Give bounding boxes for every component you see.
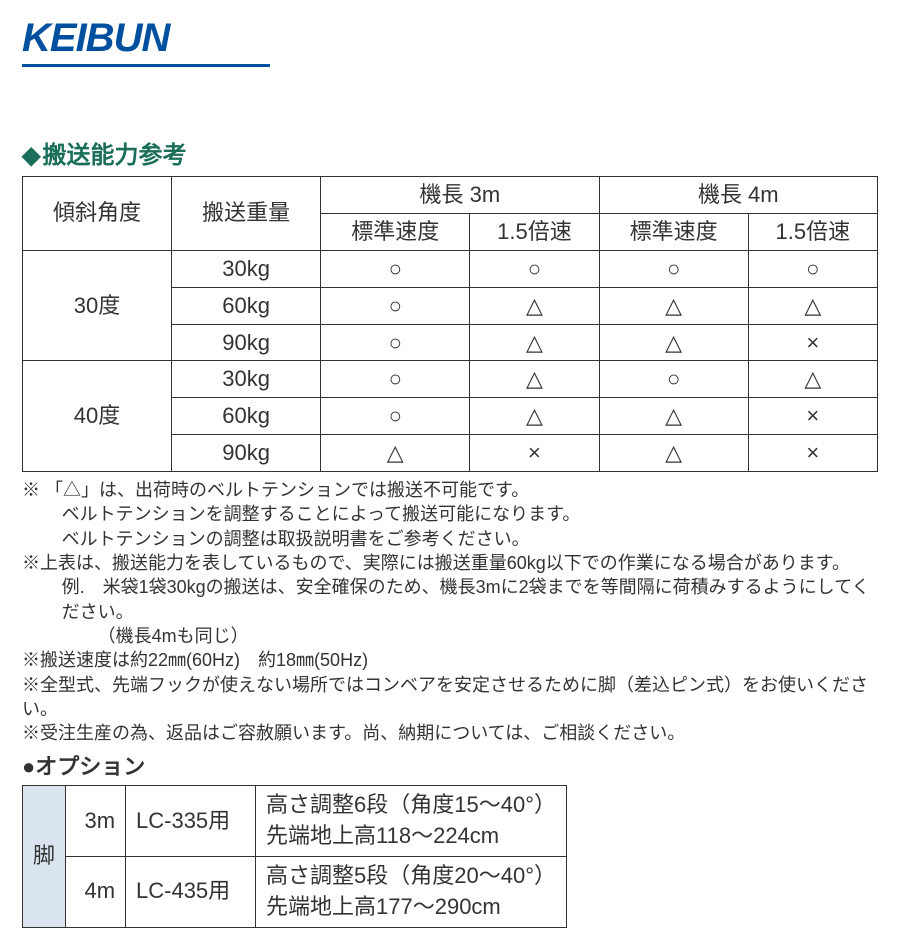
header-row-1: 傾斜角度 搬送重量 機長 3m 機長 4m [23, 177, 878, 214]
note-line: ※全型式、先端フックが使えない場所ではコンベアを安定させるために脚（差込ピン式）… [22, 673, 878, 722]
val-cell: ○ [470, 250, 599, 287]
col-angle: 傾斜角度 [23, 177, 172, 251]
val-cell: ○ [599, 361, 748, 398]
option-spec-line: 高さ調整5段（角度20～40°） [266, 863, 556, 888]
col-weight: 搬送重量 [172, 177, 321, 251]
note-line: （機長4mも同じ） [22, 624, 878, 648]
weight-cell: 90kg [172, 324, 321, 361]
option-spec-line: 高さ調整6段（角度15～40°） [266, 792, 556, 817]
option-len-cell: 4m [66, 856, 126, 927]
val-cell: × [748, 398, 877, 435]
val-cell: △ [470, 398, 599, 435]
weight-cell: 30kg [172, 361, 321, 398]
col-len4-fast: 1.5倍速 [748, 213, 877, 250]
option-row: 4m LC-435用 高さ調整5段（角度20～40°） 先端地上高177～290… [23, 856, 567, 927]
val-cell: ○ [321, 361, 470, 398]
option-spec-line: 先端地上高118～224cm [266, 823, 499, 848]
val-cell: △ [748, 287, 877, 324]
angle-cell: 30度 [23, 250, 172, 361]
logo: KEIBUN [22, 18, 878, 58]
val-cell: ○ [748, 250, 877, 287]
table-row: 40度 30kg ○ △ ○ △ [23, 361, 878, 398]
col-len3-fast: 1.5倍速 [470, 213, 599, 250]
option-spec-cell: 高さ調整6段（角度15～40°） 先端地上高118～224cm [256, 786, 567, 857]
val-cell: △ [599, 435, 748, 472]
val-cell: ○ [321, 324, 470, 361]
notes-block: ※ 「△」は、出荷時のベルトテンションでは搬送不可能です。 ベルトテンションを調… [22, 478, 878, 745]
option-spec-line: 先端地上高177～290cm [266, 894, 501, 919]
diamond-icon: ◆ [22, 142, 40, 169]
section-title: ◆搬送能力参考 [22, 135, 878, 170]
val-cell: ○ [599, 250, 748, 287]
val-cell: ○ [321, 250, 470, 287]
val-cell: ○ [321, 287, 470, 324]
section-title-text: 搬送能力参考 [42, 142, 186, 169]
val-cell: △ [748, 361, 877, 398]
weight-cell: 30kg [172, 250, 321, 287]
val-cell: △ [321, 435, 470, 472]
col-len3-std: 標準速度 [321, 213, 470, 250]
col-len4-std: 標準速度 [599, 213, 748, 250]
option-model-cell: LC-435用 [126, 856, 256, 927]
val-cell: △ [599, 398, 748, 435]
logo-underline [22, 64, 270, 67]
note-line: 例. 米袋1袋30kgの搬送は、安全確保のため、機長3mに2袋までを等間隔に荷積… [22, 575, 878, 624]
note-line: ※ 「△」は、出荷時のベルトテンションでは搬送不可能です。 [22, 478, 878, 502]
option-spec-cell: 高さ調整5段（角度20～40°） 先端地上高177～290cm [256, 856, 567, 927]
note-line: ベルトテンションを調整することによって搬送可能になります。 [22, 502, 878, 526]
angle-cell: 40度 [23, 361, 172, 472]
note-line: ※受注生産の為、返品はご容赦願います。尚、納期については、ご相談ください。 [22, 721, 878, 745]
note-line: ベルトテンションの調整は取扱説明書をご参考ください。 [22, 527, 878, 551]
val-cell: △ [470, 287, 599, 324]
weight-cell: 60kg [172, 287, 321, 324]
val-cell: × [748, 324, 877, 361]
option-table: 脚 3m LC-335用 高さ調整6段（角度15～40°） 先端地上高118～2… [22, 785, 567, 927]
val-cell: △ [470, 361, 599, 398]
option-title: ●オプション [22, 749, 878, 781]
weight-cell: 60kg [172, 398, 321, 435]
option-row: 脚 3m LC-335用 高さ調整6段（角度15～40°） 先端地上高118～2… [23, 786, 567, 857]
col-len3: 機長 3m [321, 177, 599, 214]
val-cell: × [748, 435, 877, 472]
option-model-cell: LC-335用 [126, 786, 256, 857]
val-cell: △ [470, 324, 599, 361]
note-line: ※搬送速度は約22㎜(60Hz) 約18㎜(50Hz) [22, 648, 878, 672]
option-head-cell: 脚 [23, 786, 66, 927]
val-cell: △ [599, 324, 748, 361]
option-len-cell: 3m [66, 786, 126, 857]
capacity-table: 傾斜角度 搬送重量 機長 3m 機長 4m 標準速度 1.5倍速 標準速度 1.… [22, 176, 878, 472]
table-row: 30度 30kg ○ ○ ○ ○ [23, 250, 878, 287]
note-line: ※上表は、搬送能力を表しているもので、実際には搬送重量60kg以下での作業になる… [22, 551, 878, 575]
col-len4: 機長 4m [599, 177, 877, 214]
val-cell: △ [599, 287, 748, 324]
weight-cell: 90kg [172, 435, 321, 472]
val-cell: × [470, 435, 599, 472]
val-cell: ○ [321, 398, 470, 435]
